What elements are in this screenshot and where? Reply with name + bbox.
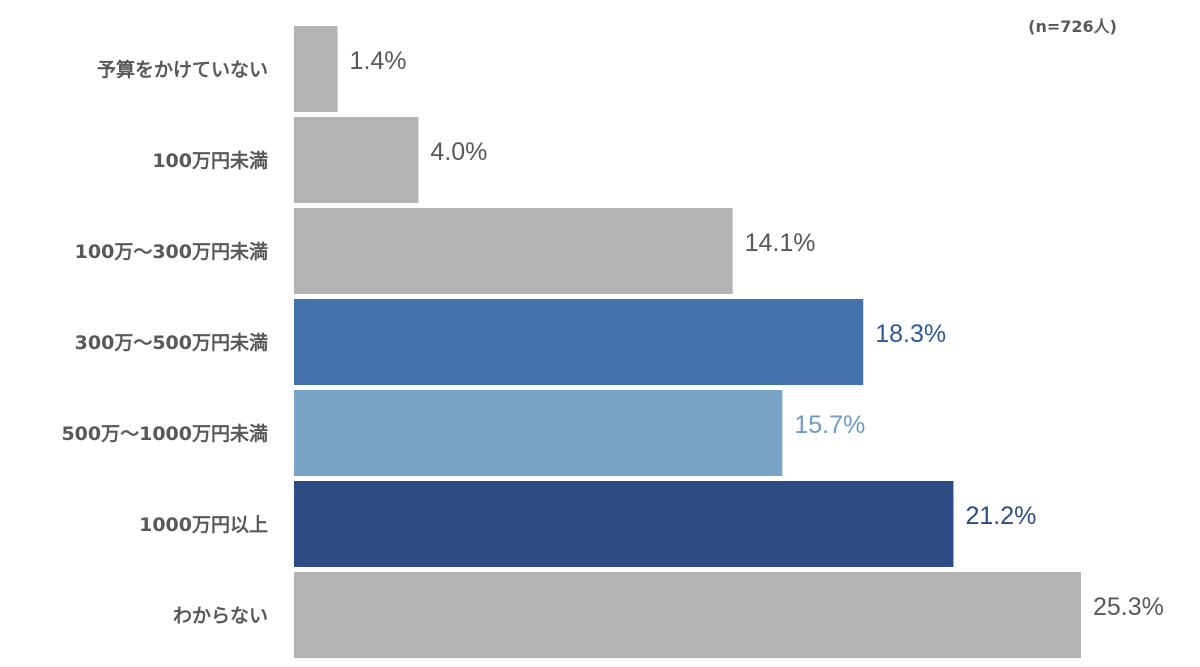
value-label-5: 21.2% xyxy=(965,502,1036,530)
bar-1 xyxy=(294,117,419,203)
bar-3 xyxy=(294,299,864,385)
category-label-1: 100万円未満 xyxy=(152,149,268,172)
value-label-0: 1.4% xyxy=(350,47,407,75)
category-label-6: わからない xyxy=(173,605,268,627)
bar-4 xyxy=(294,390,783,476)
value-label-3: 18.3% xyxy=(875,320,946,348)
value-label-2: 14.1% xyxy=(745,229,816,257)
bar-5 xyxy=(294,481,954,567)
sample-size-note: (n=726人) xyxy=(1028,17,1117,36)
category-label-3: 300万～500万円未満 xyxy=(75,331,268,354)
category-label-5: 1000万円以上 xyxy=(139,514,268,536)
value-label-6: 25.3% xyxy=(1093,593,1164,621)
value-label-1: 4.0% xyxy=(430,138,487,166)
bar-2 xyxy=(294,208,733,294)
category-label-0: 予算をかけていない xyxy=(97,58,268,81)
category-label-2: 100万～300万円未満 xyxy=(75,240,268,263)
value-label-4: 15.7% xyxy=(794,411,865,439)
bar-0 xyxy=(294,26,338,112)
category-label-4: 500万～1000万円未満 xyxy=(61,422,268,445)
bar-6 xyxy=(294,572,1081,658)
